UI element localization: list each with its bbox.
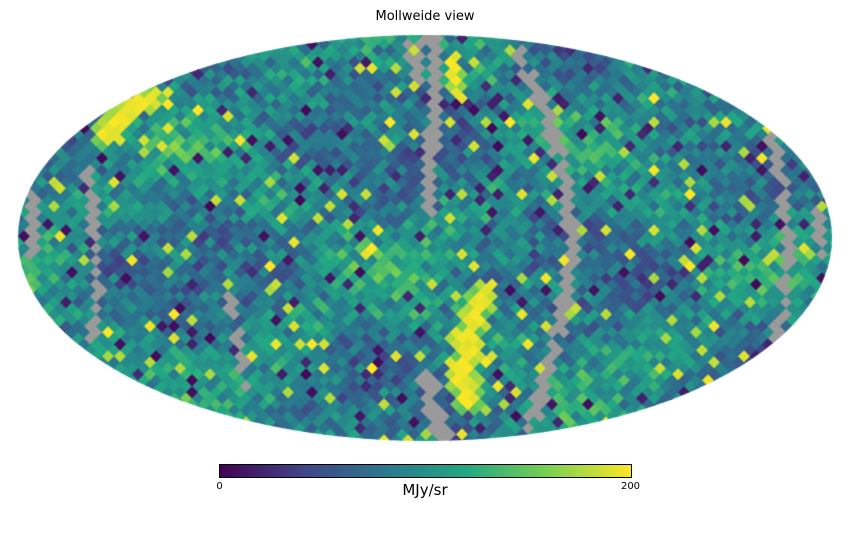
colorbar-tick-max: 200 <box>620 481 641 492</box>
figure-title: Mollweide view <box>375 9 475 24</box>
colorbar-gradient: 0 200 <box>216 464 640 492</box>
colorbar: 0 200 MJy/sr <box>216 464 640 499</box>
colorbar-label: MJy/sr <box>402 481 448 499</box>
mollweide-map-canvas <box>0 33 850 443</box>
colorbar-tick-min: 0 <box>216 481 223 492</box>
